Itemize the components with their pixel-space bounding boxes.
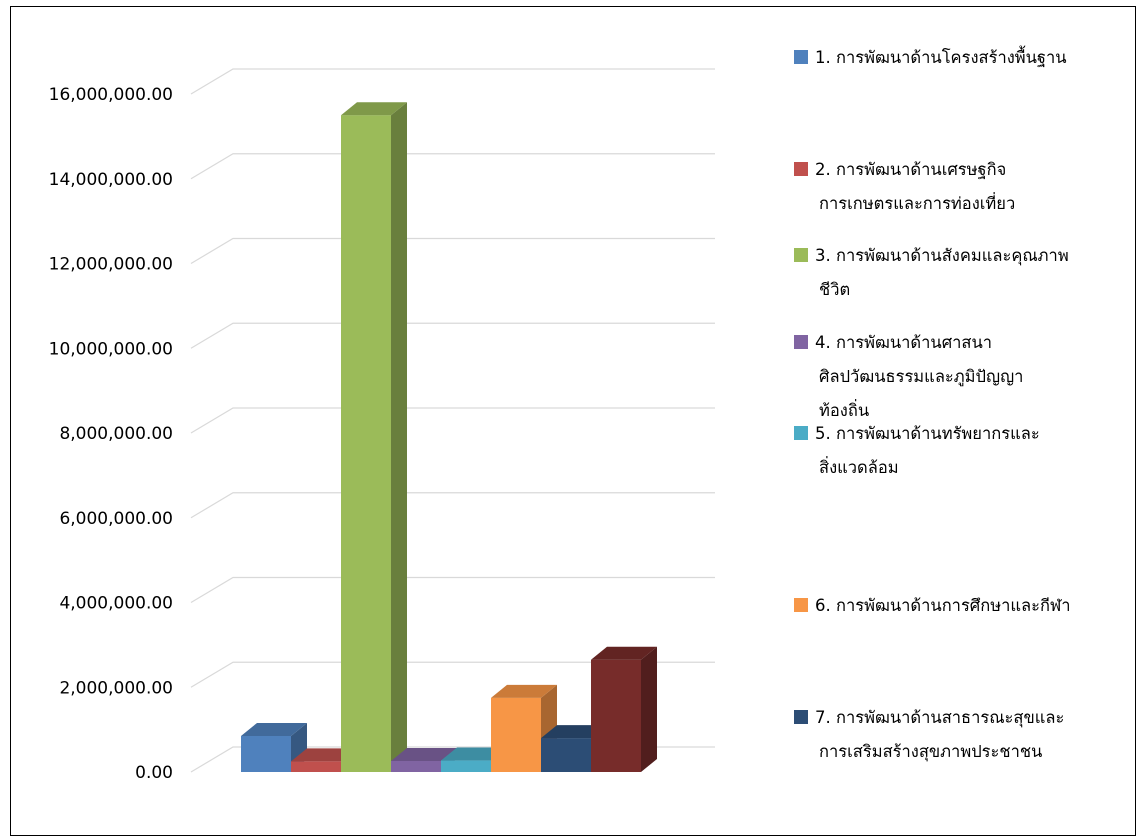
bar-front <box>391 760 441 772</box>
bar-front <box>541 738 591 772</box>
gridline <box>190 322 715 349</box>
legend-entry: 4. การพัฒนาด้านศาสนาศิลปวัฒนธรรมและภูมิป… <box>794 333 1023 420</box>
bar-front <box>591 659 641 772</box>
bar-top <box>541 725 607 739</box>
bar-top <box>341 102 407 116</box>
gridline <box>190 492 715 519</box>
legend-label: สิ่งแวดล้อม <box>819 456 899 477</box>
legend-label: 7. การพัฒนาด้านสาธารณะสุขและ <box>815 708 1064 728</box>
bar-side <box>641 646 657 772</box>
y-tick-label: 14,000,000.00 <box>49 170 173 190</box>
y-axis-ticks: 0.00 2,000,000.00 4,000,000.00 6,000,000.00… <box>49 85 173 783</box>
legend-label: การเสริมสร้างสุขภาพประชาชน <box>819 742 1042 762</box>
y-tick-label: 10,000,000.00 <box>49 339 173 359</box>
bar-top <box>591 646 657 660</box>
legend-label: 1. การพัฒนาด้านโครงสร้างพื้นฐาน <box>815 45 1067 67</box>
bar-top <box>291 748 357 762</box>
gridline <box>190 237 715 265</box>
legend-swatch <box>794 335 808 349</box>
bar-top <box>441 747 507 761</box>
gridline <box>190 153 715 180</box>
legend-label: ท้องถิ่น <box>819 399 869 420</box>
legend-entry: 6. การพัฒนาด้านการศึกษาและกีฬา <box>794 596 1071 615</box>
legend-swatch <box>794 710 808 724</box>
bar-front <box>441 760 491 772</box>
bars <box>241 102 657 772</box>
legend-entry: 1. การพัฒนาด้านโครงสร้างพื้นฐาน <box>794 45 1067 67</box>
bar-top <box>241 722 307 736</box>
bar-chart: 0.00 2,000,000.00 4,000,000.00 6,000,000.00… <box>49 45 1071 783</box>
legend-swatch <box>794 426 808 440</box>
y-tick-label: 8,000,000.00 <box>59 424 173 444</box>
legend-entry: 2. การพัฒนาด้านเศรษฐกิจการเกษตรและการท่อ… <box>794 160 1015 213</box>
legend-label: การเกษตรและการท่องเที่ยว <box>819 192 1015 213</box>
y-tick-label: 0.00 <box>135 763 173 783</box>
legend-swatch <box>794 50 808 64</box>
legend-label: ชีวิต <box>819 280 850 299</box>
legend-entry: 7. การพัฒนาด้านสาธารณะสุขและการเสริมสร้า… <box>794 708 1064 762</box>
legend-swatch <box>794 248 808 262</box>
bar-front <box>491 697 541 772</box>
y-tick-label: 6,000,000.00 <box>59 509 173 529</box>
bar-front <box>341 115 391 772</box>
legend-swatch <box>794 162 808 176</box>
bar-top <box>391 747 457 761</box>
y-tick-label: 2,000,000.00 <box>59 678 173 698</box>
bar <box>341 102 407 772</box>
bar-side <box>391 102 407 772</box>
legend-label: 6. การพัฒนาด้านการศึกษาและกีฬา <box>815 596 1071 615</box>
gridline <box>190 68 715 95</box>
legend-label: ศิลปวัฒนธรรมและภูมิปัญญา <box>819 367 1023 387</box>
legend-label: 2. การพัฒนาด้านเศรษฐกิจ <box>815 160 1006 179</box>
bar-top <box>491 684 557 698</box>
legend: 1. การพัฒนาด้านโครงสร้างพื้นฐาน 2. การพัฒ… <box>794 45 1071 762</box>
y-tick-label: 16,000,000.00 <box>49 85 173 105</box>
gridline <box>190 576 715 604</box>
bar-front <box>241 735 291 772</box>
legend-label: 3. การพัฒนาด้านสังคมและคุณภาพ <box>815 246 1069 266</box>
bar <box>591 646 657 772</box>
legend-label: 4. การพัฒนาด้านศาสนา <box>815 333 992 352</box>
y-tick-label: 12,000,000.00 <box>49 255 173 275</box>
gridlines <box>190 68 715 773</box>
legend-swatch <box>794 598 808 612</box>
chart-frame: 0.00 2,000,000.00 4,000,000.00 6,000,000.00… <box>10 6 1136 836</box>
gridline <box>190 407 715 434</box>
y-tick-label: 4,000,000.00 <box>59 594 173 614</box>
bar-front <box>291 761 341 772</box>
legend-label: 5. การพัฒนาด้านทรัพยากรและ <box>815 424 1040 443</box>
gridline <box>190 661 715 688</box>
